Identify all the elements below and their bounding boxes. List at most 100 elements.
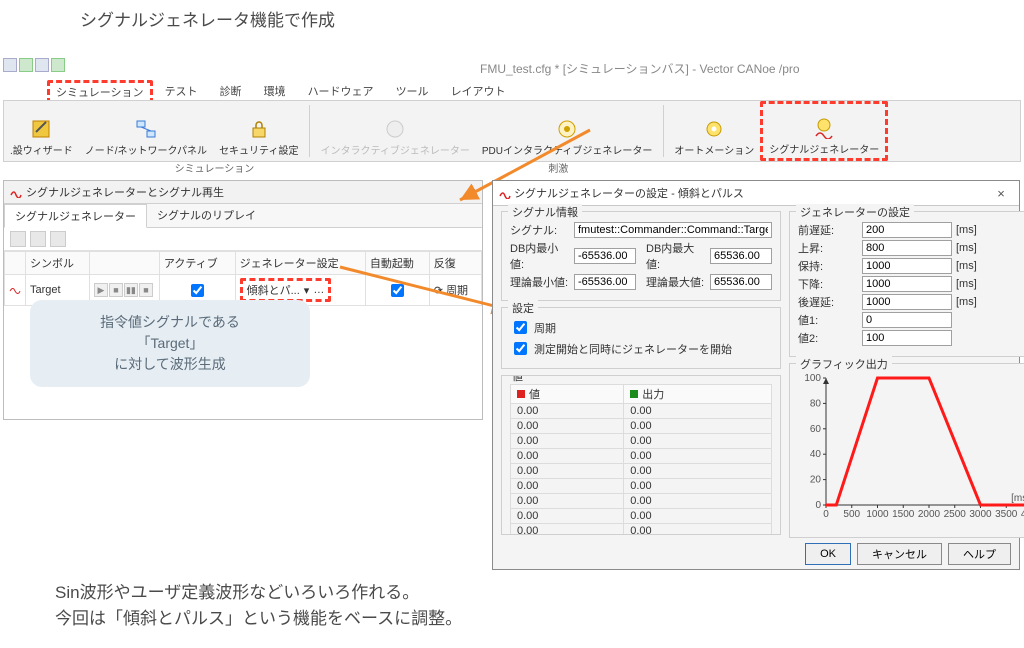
ribbon-automation[interactable]: オートメーション (668, 101, 760, 161)
table-row[interactable]: 0.000.00 (511, 494, 772, 509)
periodic-label: 周期 (534, 320, 556, 336)
wave-icon (9, 284, 21, 294)
table-row[interactable]: 0.000.00 (511, 479, 772, 494)
ribbon-separator (309, 105, 310, 157)
ribbon-group-label: シミュレーション (124, 160, 304, 175)
table-row[interactable]: 0.000.00 (511, 434, 772, 449)
svg-text:80: 80 (810, 398, 822, 409)
autostart-checkbox[interactable] (514, 342, 527, 355)
svg-text:2000: 2000 (918, 509, 941, 520)
table-row[interactable]: 0.000.00 (511, 404, 772, 419)
db-min-field[interactable] (574, 248, 636, 264)
ribbon-separator (663, 105, 664, 157)
svg-text:20: 20 (810, 475, 822, 486)
pre-delay-label: 前遅延: (798, 222, 858, 238)
fall-label: 下降: (798, 276, 858, 292)
callout-line: 「Target」 (46, 333, 294, 354)
app-title: FMU_test.cfg * [シミュレーションバス] - Vector CAN… (480, 60, 800, 77)
dialog-buttons: OK キャンセル ヘルプ (805, 543, 1011, 565)
th-max-field[interactable] (710, 274, 772, 290)
generator-icon (384, 118, 406, 140)
pre-delay-field[interactable] (862, 222, 952, 238)
dialog-title-text: シグナルジェネレーターの設定 - 傾斜とパルス (514, 188, 744, 200)
ribbon-security[interactable]: セキュリティ設定 (213, 101, 304, 161)
page-heading: シグナルジェネレータ機能で作成 (80, 6, 335, 31)
legend-swatch (517, 390, 525, 398)
quick-access-toolbar (3, 58, 65, 72)
svg-text:100: 100 (804, 373, 821, 384)
panel-tabs: シグナルジェネレーター シグナルのリプレイ (4, 204, 482, 228)
th-min-field[interactable] (574, 274, 636, 290)
unit-label: [ms] (956, 296, 977, 308)
help-button[interactable]: ヘルプ (948, 543, 1011, 565)
callout-line: に対して波形生成 (46, 354, 294, 375)
signal-gen-icon (813, 117, 835, 139)
dialog-titlebar: シグナルジェネレーターの設定 - 傾斜とパルス × (493, 181, 1019, 206)
val2-field[interactable] (862, 330, 952, 346)
periodic-checkbox[interactable] (514, 321, 527, 334)
signal-gen-icon (499, 187, 511, 199)
svg-text:0: 0 (815, 500, 821, 511)
chevron-down-icon[interactable]: ▾ (304, 284, 310, 297)
active-checkbox[interactable] (191, 284, 204, 297)
tool-icon[interactable] (50, 231, 66, 247)
svg-text:500: 500 (843, 509, 860, 520)
footnote: Sin波形やユーザ定義波形などいろいろ作れる。 今回は「傾斜とパルス」という機能… (55, 580, 462, 633)
callout-line: 指令値シグナルである (46, 312, 294, 333)
col-symbol[interactable]: シンボル (26, 252, 90, 275)
ellipsis-icon[interactable]: … (313, 284, 324, 296)
svg-text:40: 40 (810, 449, 822, 460)
footnote-line: Sin波形やユーザ定義波形などいろいろ作れる。 (55, 580, 462, 606)
ribbon-label: シグナルジェネレーター (769, 141, 879, 156)
svg-text:0: 0 (823, 509, 829, 520)
unit-label: [ms] (956, 260, 977, 272)
qat-icon[interactable] (3, 58, 17, 72)
tab-signal-replay[interactable]: シグナルのリプレイ (147, 204, 266, 227)
col-value: 値 (529, 389, 540, 401)
unit-label: [ms] (956, 278, 977, 290)
svg-text:1000: 1000 (866, 509, 889, 520)
signal-gen-icon (10, 186, 22, 198)
group-label: ジェネレーターの設定 (796, 204, 914, 220)
col-active[interactable]: アクティブ (159, 252, 235, 275)
ribbon-signal-generator[interactable]: シグナルジェネレーター (760, 101, 888, 161)
close-icon[interactable]: × (989, 186, 1013, 201)
generator-setting-cell[interactable]: 傾斜とパ... ▾ … (240, 278, 332, 302)
db-max-field[interactable] (710, 248, 772, 264)
signal-field[interactable] (574, 222, 772, 238)
qat-icon[interactable] (19, 58, 33, 72)
table-row[interactable]: 0.000.00 (511, 509, 772, 524)
group-label: 設定 (508, 300, 538, 316)
rise-label: 上昇: (798, 240, 858, 256)
table-row[interactable]: 0.000.00 (511, 524, 772, 536)
fall-field[interactable] (862, 276, 952, 292)
tool-icon[interactable] (30, 231, 46, 247)
hold-field[interactable] (862, 258, 952, 274)
val1-field[interactable] (862, 312, 952, 328)
generator-params-group: ジェネレーターの設定 前遅延:[ms] 上昇:[ms] 保持:[ms] 下降:[… (789, 211, 1024, 357)
ribbon-node-panel[interactable]: ノード/ネットワークパネル (79, 101, 213, 161)
db-max-label: DB内最大値: (646, 240, 706, 272)
tool-icon[interactable] (10, 231, 26, 247)
legend-swatch (630, 390, 638, 398)
qat-icon[interactable] (35, 58, 49, 72)
ok-button[interactable]: OK (805, 543, 851, 565)
tab-signal-generator[interactable]: シグナルジェネレーター (4, 204, 147, 228)
panel-title-text: シグナルジェネレーターとシグナル再生 (26, 184, 224, 200)
table-row[interactable]: 0.000.00 (511, 449, 772, 464)
table-row[interactable]: 0.000.00 (511, 464, 772, 479)
values-table: 値 出力 0.000.000.000.000.000.000.000.000.0… (510, 384, 772, 535)
lock-icon (248, 118, 270, 140)
qat-icon[interactable] (51, 58, 65, 72)
table-row[interactable]: 0.000.00 (511, 419, 772, 434)
unit-label: [ms] (956, 242, 977, 254)
panel-title: シグナルジェネレーターとシグナル再生 × (4, 181, 482, 204)
ribbon-label: オートメーション (674, 142, 754, 157)
cancel-button[interactable]: キャンセル (857, 543, 942, 565)
signal-label: シグナル: (510, 222, 570, 238)
rise-field[interactable] (862, 240, 952, 256)
unit-label: [ms] (956, 224, 977, 236)
post-delay-field[interactable] (862, 294, 952, 310)
ribbon-label: インタラクティブジェネレーター (320, 142, 469, 157)
ribbon-wizard[interactable]: .設ウィザード (4, 101, 79, 161)
